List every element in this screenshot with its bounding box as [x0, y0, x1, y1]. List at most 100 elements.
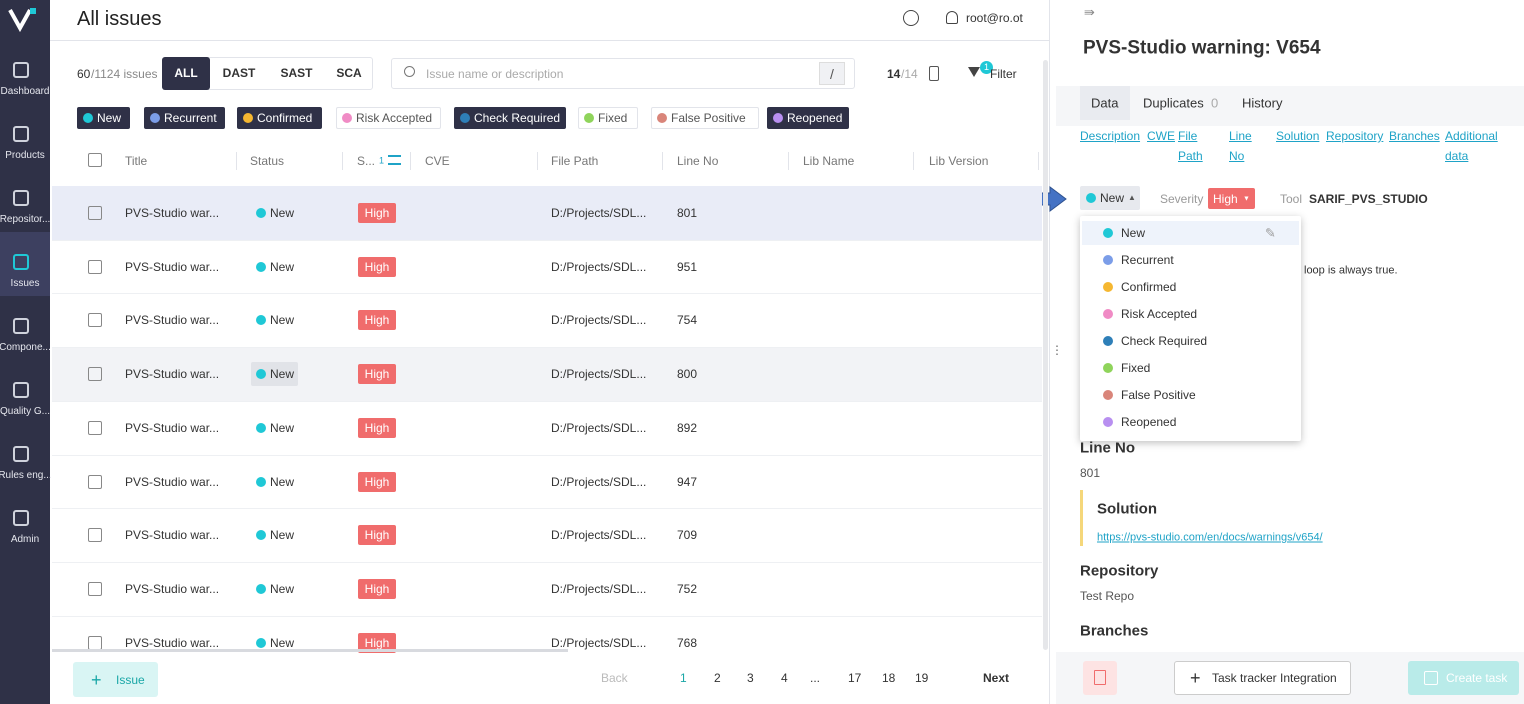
column-header[interactable]: CVE [425, 154, 450, 168]
sidebar-label[interactable]: Admin [10, 534, 40, 545]
sidebar-label[interactable]: Rules eng... [0, 470, 52, 481]
status-label[interactable]: New [270, 474, 295, 489]
status-chip-label[interactable]: False Positive [671, 111, 746, 125]
search-placeholder[interactable]: Issue name or description [426, 67, 564, 81]
sidebar-label[interactable]: Repositor... [0, 214, 51, 225]
status-menu-item[interactable]: New [1121, 226, 1146, 240]
status-label[interactable]: New [270, 581, 295, 596]
sidebar-icon[interactable] [13, 382, 29, 398]
severity-value[interactable]: High [1213, 192, 1238, 206]
solution-link[interactable]: https://pvs-studio.com/en/docs/warnings/… [1097, 531, 1323, 544]
detail-tab[interactable]: Duplicates [1143, 95, 1204, 111]
resize-handle[interactable]: ⋮ [1051, 343, 1063, 357]
status-chip[interactable] [77, 107, 130, 129]
section-link[interactable]: Description [1080, 129, 1141, 143]
status-menu-item[interactable]: Fixed [1121, 361, 1151, 375]
issue-title[interactable]: PVS-Studio war... [125, 528, 220, 543]
create-task-button[interactable] [1408, 661, 1519, 695]
status-chip[interactable] [578, 107, 638, 129]
pagination-item[interactable]: Next [983, 671, 1010, 685]
user-icon[interactable] [946, 11, 958, 24]
issue-title[interactable]: PVS-Studio war... [125, 259, 220, 274]
status-menu-item[interactable]: Risk Accepted [1121, 307, 1198, 321]
section-link[interactable]: Line [1229, 129, 1252, 143]
checkbox[interactable] [88, 313, 102, 328]
section-link[interactable]: data [1445, 149, 1469, 163]
collapse-icon[interactable]: ⇛ [1084, 4, 1095, 20]
section-link[interactable]: Solution [1276, 129, 1320, 143]
status-chip[interactable] [651, 107, 759, 129]
status-menu-item[interactable]: Confirmed [1121, 280, 1177, 294]
checkbox[interactable] [88, 528, 102, 543]
sidebar-label[interactable]: Quality G... [0, 406, 51, 417]
sidebar-label[interactable]: Products [5, 150, 45, 161]
column-header[interactable]: Status [250, 154, 285, 168]
sidebar-icon[interactable] [13, 510, 29, 526]
pagination-item[interactable]: 4 [781, 671, 788, 685]
status-chip[interactable] [237, 107, 322, 129]
pagination-item[interactable]: 1 [680, 671, 687, 685]
detail-tab[interactable]: History [1242, 95, 1283, 111]
status-label[interactable]: New [270, 259, 295, 274]
checkbox[interactable] [88, 581, 102, 596]
type-tab[interactable]: ALL [162, 57, 210, 90]
status-label[interactable]: New [270, 313, 295, 328]
issue-title[interactable]: PVS-Studio war... [125, 474, 220, 489]
section-link[interactable]: Additional [1445, 129, 1498, 143]
columns-icon[interactable] [929, 66, 939, 81]
checkbox[interactable] [88, 367, 102, 382]
sidebar-label[interactable]: Issues [10, 278, 40, 289]
pagination-item[interactable]: 18 [882, 671, 896, 685]
issue-title[interactable]: PVS-Studio war... [125, 635, 220, 650]
pagination-item[interactable]: 19 [915, 671, 929, 685]
status-chip-label[interactable]: Confirmed [257, 111, 313, 125]
status-menu-item[interactable]: Recurrent [1121, 253, 1174, 267]
task-tracker-label[interactable]: Task tracker Integration [1212, 671, 1337, 685]
create-task-label[interactable]: Create task [1446, 671, 1508, 685]
info-icon[interactable] [903, 10, 919, 26]
issue-title[interactable]: PVS-Studio war... [125, 420, 220, 435]
issue-title[interactable]: PVS-Studio war... [125, 367, 220, 382]
checkbox[interactable] [88, 259, 102, 274]
column-header[interactable]: S... [357, 154, 376, 168]
delete-button[interactable] [1083, 661, 1117, 695]
checkbox[interactable] [88, 635, 102, 650]
pagination-item[interactable]: 3 [747, 671, 754, 685]
issue-title[interactable]: PVS-Studio war... [125, 581, 220, 596]
search-box[interactable] [391, 58, 855, 89]
status-label[interactable]: New [270, 206, 295, 220]
status-select-label[interactable]: New [1100, 191, 1125, 205]
sidebar-icon[interactable] [13, 62, 29, 78]
status-chip-label[interactable]: Check Required [474, 111, 561, 125]
section-link[interactable]: CWE [1147, 129, 1175, 143]
filter-label[interactable]: Filter [990, 67, 1017, 81]
status-chip-label[interactable]: Risk Accepted [356, 111, 433, 125]
status-menu-item[interactable]: Check Required [1121, 334, 1208, 348]
type-tab[interactable]: DAST [222, 66, 256, 80]
status-chip[interactable] [336, 107, 441, 129]
checkbox[interactable] [88, 153, 102, 167]
status-label[interactable]: New [270, 367, 295, 382]
sidebar-icon[interactable] [13, 446, 29, 462]
section-link[interactable]: Repository [1326, 129, 1384, 143]
add-issue-label[interactable]: Issue [116, 673, 145, 687]
type-tab[interactable]: SAST [280, 66, 313, 80]
status-chip[interactable] [144, 107, 225, 129]
sidebar-icon[interactable] [13, 126, 29, 142]
column-header[interactable]: Title [125, 154, 148, 168]
column-header[interactable]: Line No [677, 154, 719, 168]
column-header[interactable]: File Path [551, 154, 599, 168]
filter-icon[interactable] [968, 67, 980, 77]
column-header[interactable]: Lib Version [929, 154, 989, 168]
status-label[interactable]: New [270, 528, 295, 543]
section-link[interactable]: File [1178, 129, 1198, 143]
status-menu-item[interactable]: False Positive [1121, 388, 1196, 402]
checkbox[interactable] [88, 474, 102, 489]
sidebar-icon[interactable] [13, 190, 29, 206]
pagination-item[interactable]: ... [810, 671, 821, 685]
sidebar-label[interactable]: Dashboard [0, 86, 50, 97]
status-label[interactable]: New [270, 420, 295, 435]
status-chip[interactable] [767, 107, 849, 129]
sidebar-icon[interactable] [13, 318, 29, 334]
status-label[interactable]: New [270, 635, 295, 650]
